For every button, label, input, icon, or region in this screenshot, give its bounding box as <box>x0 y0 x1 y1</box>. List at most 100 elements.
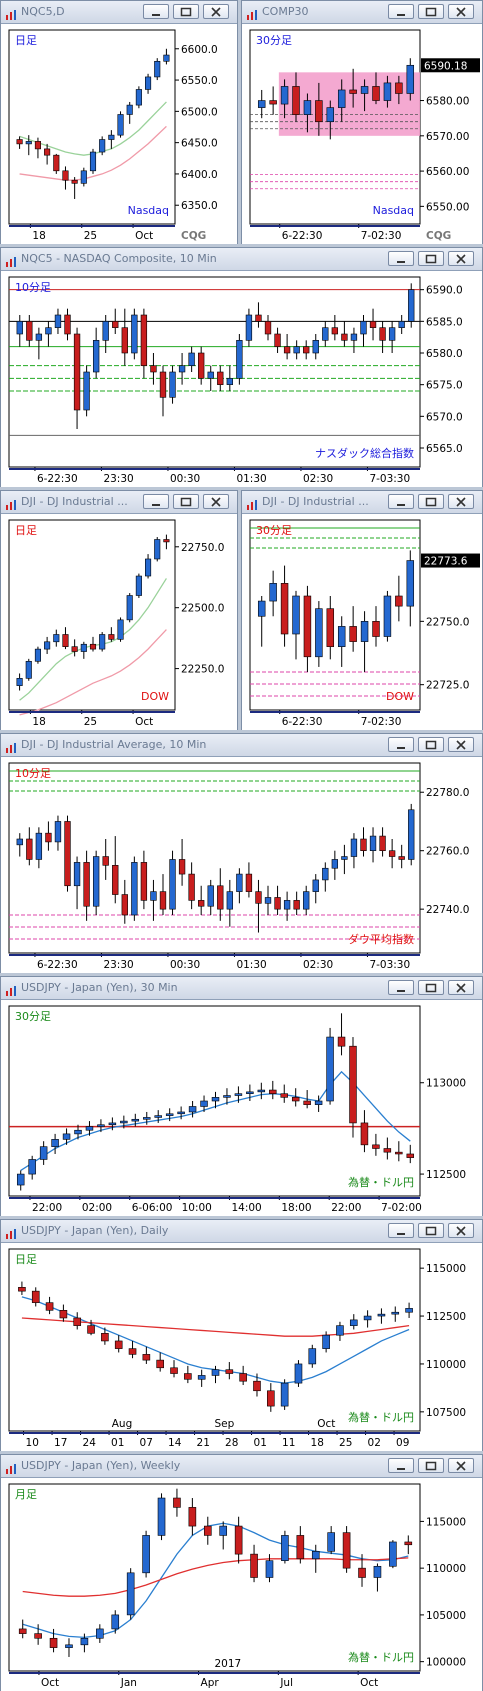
usdjpy-30min-window: USDJPY - Japan (Yen), 30 Min 113000 112500… <box>0 976 483 1216</box>
candle <box>108 1117 117 1131</box>
candle <box>121 308 128 366</box>
candle <box>274 885 281 915</box>
close-button[interactable] <box>448 1458 474 1473</box>
minimize-button[interactable] <box>388 494 414 509</box>
candle <box>211 1091 220 1109</box>
dji-30min-plot[interactable]: 22750.0 22725.0 22773.6 6-22:30 7-02:30 30分足 D… <box>242 514 482 730</box>
close-button[interactable] <box>448 980 474 995</box>
usdjpy-weekly-plot[interactable]: 115000 110000 105000 100000 Oct Jan Apr Jul Oct 2… <box>1 1478 482 1691</box>
usdjpy-daily-plot[interactable]: 115000 112500 110000 107500 10 17 24 01 07 14 21 28… <box>1 1243 482 1451</box>
usdjpy-weekly-titlebar[interactable]: USDJPY - Japan (Yen), Weekly <box>1 1455 482 1478</box>
candle <box>303 885 310 915</box>
nqc5-daily-plot[interactable]: 6600.0 6550.0 6500.0 6450.0 6400.0 6350.0 18 25… <box>1 24 237 244</box>
instrument-label: DOW <box>386 690 414 703</box>
y-tick-label: 22780.0 <box>426 787 469 799</box>
restore-button[interactable] <box>418 980 444 995</box>
minimize-button[interactable] <box>388 737 414 752</box>
candle <box>331 315 339 341</box>
minimize-button[interactable] <box>143 4 169 19</box>
close-button[interactable] <box>448 737 474 752</box>
candle <box>245 308 253 347</box>
minimize-button[interactable] <box>388 4 414 19</box>
y-tick-label: 105000 <box>426 1610 466 1622</box>
dji-10min-plot[interactable]: 22780.0 22760.0 22740.0 6-22:30 23:30 00:30 01… <box>1 757 482 973</box>
restore-button[interactable] <box>418 737 444 752</box>
candle <box>177 1106 185 1120</box>
candle <box>126 593 133 623</box>
candle <box>108 130 115 149</box>
minimize-button[interactable] <box>143 494 169 509</box>
moving-average-line <box>19 629 167 716</box>
nqc5-10min-plot[interactable]: 6590.0 6585.0 6580.0 6575.0 6570.0 6565.0 6-22… <box>1 271 482 487</box>
close-button[interactable] <box>448 494 474 509</box>
candle <box>312 334 319 360</box>
nqc5-daily-titlebar[interactable]: NQC5,D <box>1 1 237 24</box>
nqc5-10min-titlebar[interactable]: NQC5 - NASDAQ Composite, 10 Min <box>1 248 482 271</box>
candle <box>395 575 403 622</box>
chart-app-icon <box>5 1225 17 1239</box>
dji-10min-titlebar[interactable]: DJI - DJ Industrial Average, 10 Min <box>1 734 482 757</box>
dji-30min-titlebar[interactable]: DJI - DJ Industrial ... <box>242 491 482 514</box>
restore-icon <box>425 254 437 264</box>
candle <box>217 868 224 921</box>
x-tick-label: 07 <box>140 1437 153 1449</box>
candle <box>34 646 41 664</box>
x-tick-label: 01:30 <box>236 959 266 971</box>
usdjpy-daily-titlebar[interactable]: USDJPY - Japan (Yen), Daily <box>1 1220 482 1243</box>
close-button[interactable] <box>203 494 229 509</box>
plot-frame <box>249 519 421 711</box>
comp30-window: COMP30 6580.00 6570.00 6560.00 6550.00 6590.1… <box>241 0 483 244</box>
candle <box>292 590 300 660</box>
candle <box>373 1563 382 1592</box>
restore-button[interactable] <box>173 494 199 509</box>
minimize-button[interactable] <box>388 980 414 995</box>
restore-button[interactable] <box>418 4 444 19</box>
comp30-plot[interactable]: 6580.00 6570.00 6560.00 6550.00 6590.18 6-22:… <box>242 24 482 244</box>
x-tick-label: 7-02:30 <box>361 716 402 728</box>
restore-icon <box>425 1226 437 1236</box>
candle <box>257 89 266 119</box>
restore-button[interactable] <box>418 1458 444 1473</box>
dji-daily-plot[interactable]: 22750.0 22500.0 22250.0 18 25 Oct 日足 DOW <box>1 514 237 730</box>
minimize-button[interactable] <box>388 251 414 266</box>
minimize-button[interactable] <box>388 1223 414 1238</box>
close-button[interactable] <box>448 1223 474 1238</box>
close-button[interactable] <box>203 4 229 19</box>
minimize-button[interactable] <box>388 1458 414 1473</box>
x-tick-label: 23:30 <box>103 959 133 971</box>
instrument-label: 為替・ドル円 <box>348 1650 414 1664</box>
x-tick-label-secondary: Oct <box>317 1418 335 1430</box>
chart-app-icon <box>246 6 258 20</box>
usdjpy-30min-plot[interactable]: 113000 112500 22:00 02:00 6-06:00 10:00 14:00 1… <box>1 1000 482 1216</box>
candle <box>80 1633 89 1653</box>
usdjpy-30min-titlebar[interactable]: USDJPY - Japan (Yen), 30 Min <box>1 977 482 1000</box>
candle <box>34 1624 42 1645</box>
dji-30min-svg: 22750.0 22725.0 22773.6 6-22:30 7-02:30 30分足 D… <box>242 514 482 730</box>
candle <box>99 632 106 652</box>
close-button[interactable] <box>448 4 474 19</box>
candle <box>53 153 60 174</box>
restore-button[interactable] <box>173 4 199 19</box>
candle <box>291 1088 300 1107</box>
candle <box>350 327 358 353</box>
comp30-titlebar[interactable]: COMP30 <box>242 1 482 24</box>
dji-daily-titlebar[interactable]: DJI - DJ Industrial ... <box>1 491 237 514</box>
candle <box>303 93 312 133</box>
candle <box>372 1133 380 1156</box>
x-tick-label: Oct <box>135 716 153 728</box>
x-tick-label: 6-22:30 <box>37 473 78 485</box>
usdjpy-daily-svg: 115000 112500 110000 107500 10 17 24 01 07 14 21 28… <box>1 1243 482 1451</box>
restore-button[interactable] <box>418 494 444 509</box>
nqc5-daily-svg: 6600.0 6550.0 6500.0 6450.0 6400.0 6350.0 18 25… <box>1 24 237 244</box>
candle <box>16 673 23 691</box>
restore-button[interactable] <box>418 251 444 266</box>
y-tick-label: 6600.0 <box>181 44 218 56</box>
y-tick-label: 6590.0 <box>426 285 463 297</box>
candle <box>383 1137 392 1160</box>
y-tick-label: 6580.0 <box>426 348 463 360</box>
x-tick-label: 01 <box>111 1437 124 1449</box>
candle <box>80 167 87 187</box>
close-button[interactable] <box>448 251 474 266</box>
candle <box>87 1319 95 1336</box>
restore-button[interactable] <box>418 1223 444 1238</box>
